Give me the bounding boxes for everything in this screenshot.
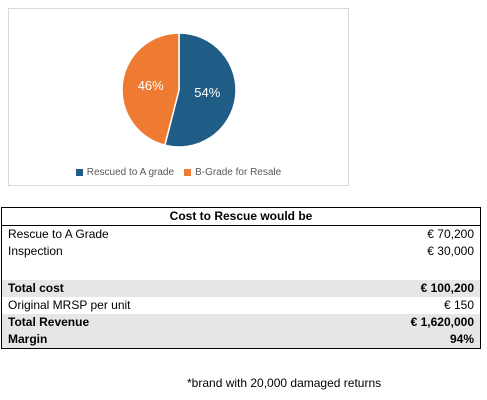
row-label: Rescue to A Grade	[8, 227, 109, 241]
row-label: Margin	[1, 331, 309, 349]
pie-chart-card: 54% 46% Rescued to A grade B-Grade for Re…	[8, 8, 349, 186]
row-label: Total Revenue	[1, 314, 309, 331]
row-label: Original MRSP per unit	[8, 298, 131, 312]
cost-table: Cost to Rescue would be Rescue to A Grad…	[1, 207, 481, 349]
pie-chart: 54% 46%	[121, 32, 237, 148]
table-row-empty	[2, 260, 481, 280]
table-header: Cost to Rescue would be	[1, 207, 481, 226]
row-label	[2, 260, 309, 280]
table-row-total-revenue: Total Revenue € 1,620,000	[1, 314, 481, 331]
row-value	[308, 260, 480, 280]
table-row: Inspection € 30,000	[2, 243, 481, 260]
row-value: € 30,000	[427, 244, 474, 258]
row-value: € 1,620,000	[308, 314, 481, 331]
legend-label-bgrade: B-Grade for Resale	[195, 167, 282, 178]
table-row-margin: Margin 94%	[1, 331, 481, 349]
legend-item-bgrade: B-Grade for Resale	[184, 167, 281, 178]
table-row-total-cost: Total cost € 100,200	[1, 280, 481, 297]
footnote: *brand with 20,000 damaged returns	[187, 376, 382, 390]
pie-slice	[163, 32, 237, 148]
row-value: € 150	[443, 298, 474, 312]
chart-legend: Rescued to A grade B-Grade for Resale	[9, 167, 348, 178]
table-row: Rescue to A Grade € 70,200	[2, 226, 481, 244]
pie-slice-label: 54%	[194, 85, 220, 100]
legend-swatch-bgrade	[184, 169, 192, 176]
row-value: € 100,200	[308, 280, 481, 297]
row-value: € 70,200	[427, 227, 474, 241]
pie-slice-label: 46%	[138, 78, 164, 93]
legend-swatch-rescued	[75, 169, 83, 176]
table-row: Original MRSP per unit € 150	[2, 297, 481, 314]
legend-label-rescued: Rescued to A grade	[86, 167, 175, 178]
legend-item-rescued: Rescued to A grade	[75, 167, 175, 178]
row-label: Inspection	[8, 244, 63, 258]
table-header-row: Cost to Rescue would be	[1, 207, 481, 226]
row-label: Total cost	[1, 280, 309, 297]
row-value: 94%	[308, 331, 481, 349]
pie-slice	[121, 32, 180, 147]
